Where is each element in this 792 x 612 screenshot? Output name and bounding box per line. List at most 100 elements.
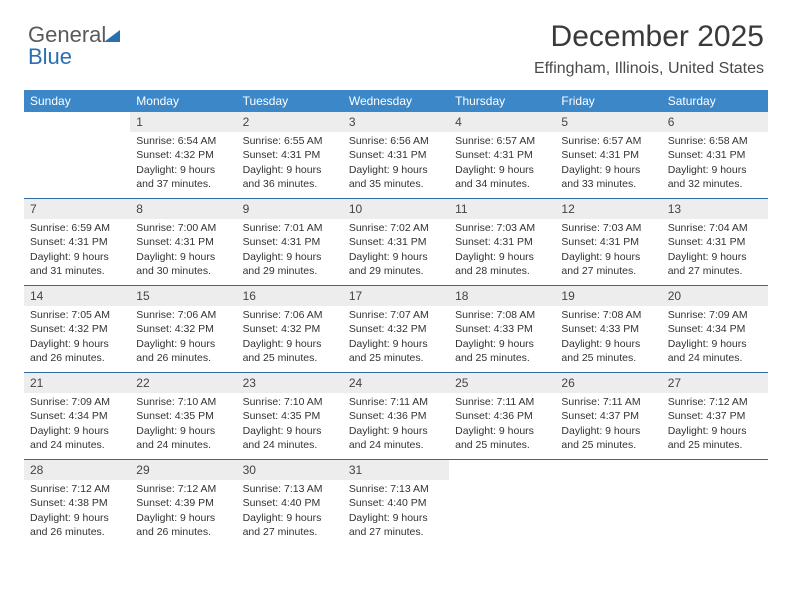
daylight-text: Daylight: 9 hours [136, 424, 230, 438]
daylight-text: Daylight: 9 hours [136, 337, 230, 351]
sunrise-text: Sunrise: 7:09 AM [668, 308, 762, 322]
daylight-text: and 35 minutes. [349, 177, 443, 191]
day-details: Sunrise: 7:12 AMSunset: 4:37 PMDaylight:… [662, 393, 768, 452]
daylight-text: and 26 minutes. [30, 351, 124, 365]
week-row: 28Sunrise: 7:12 AMSunset: 4:38 PMDayligh… [24, 460, 768, 546]
day-number: 8 [130, 199, 236, 219]
day-header: Sunday [24, 90, 130, 112]
sunset-text: Sunset: 4:31 PM [136, 235, 230, 249]
daylight-text: Daylight: 9 hours [349, 424, 443, 438]
day-details: Sunrise: 7:10 AMSunset: 4:35 PMDaylight:… [130, 393, 236, 452]
sunset-text: Sunset: 4:34 PM [668, 322, 762, 336]
day-cell: 27Sunrise: 7:12 AMSunset: 4:37 PMDayligh… [662, 373, 768, 459]
day-number: 29 [130, 460, 236, 480]
sunset-text: Sunset: 4:33 PM [455, 322, 549, 336]
day-number: 12 [555, 199, 661, 219]
daylight-text: Daylight: 9 hours [30, 424, 124, 438]
day-header: Thursday [449, 90, 555, 112]
daylight-text: Daylight: 9 hours [668, 337, 762, 351]
day-details: Sunrise: 6:55 AMSunset: 4:31 PMDaylight:… [237, 132, 343, 191]
weeks-container: 1Sunrise: 6:54 AMSunset: 4:32 PMDaylight… [24, 112, 768, 546]
day-header-row: SundayMondayTuesdayWednesdayThursdayFrid… [24, 90, 768, 112]
day-number: 22 [130, 373, 236, 393]
sunset-text: Sunset: 4:31 PM [668, 235, 762, 249]
day-number: 18 [449, 286, 555, 306]
sunset-text: Sunset: 4:31 PM [243, 235, 337, 249]
sunset-text: Sunset: 4:37 PM [561, 409, 655, 423]
daylight-text: and 27 minutes. [668, 264, 762, 278]
daylight-text: and 32 minutes. [668, 177, 762, 191]
daylight-text: Daylight: 9 hours [243, 511, 337, 525]
day-cell: 2Sunrise: 6:55 AMSunset: 4:31 PMDaylight… [237, 112, 343, 198]
daylight-text: Daylight: 9 hours [30, 511, 124, 525]
daylight-text: Daylight: 9 hours [349, 250, 443, 264]
sunset-text: Sunset: 4:39 PM [136, 496, 230, 510]
sunset-text: Sunset: 4:40 PM [243, 496, 337, 510]
sunrise-text: Sunrise: 7:12 AM [668, 395, 762, 409]
day-number: 25 [449, 373, 555, 393]
daylight-text: Daylight: 9 hours [243, 424, 337, 438]
sunrise-text: Sunrise: 7:08 AM [455, 308, 549, 322]
daylight-text: Daylight: 9 hours [561, 250, 655, 264]
daylight-text: and 29 minutes. [243, 264, 337, 278]
daylight-text: Daylight: 9 hours [30, 250, 124, 264]
sunset-text: Sunset: 4:32 PM [243, 322, 337, 336]
daylight-text: Daylight: 9 hours [455, 337, 549, 351]
sunset-text: Sunset: 4:33 PM [561, 322, 655, 336]
day-number: 20 [662, 286, 768, 306]
day-details: Sunrise: 7:06 AMSunset: 4:32 PMDaylight:… [130, 306, 236, 365]
day-cell: 23Sunrise: 7:10 AMSunset: 4:35 PMDayligh… [237, 373, 343, 459]
sunrise-text: Sunrise: 6:56 AM [349, 134, 443, 148]
logo: General Blue [28, 24, 120, 68]
day-details: Sunrise: 7:13 AMSunset: 4:40 PMDaylight:… [237, 480, 343, 539]
day-details: Sunrise: 7:09 AMSunset: 4:34 PMDaylight:… [24, 393, 130, 452]
day-number: 24 [343, 373, 449, 393]
sunset-text: Sunset: 4:31 PM [561, 235, 655, 249]
day-header: Friday [555, 90, 661, 112]
sunrise-text: Sunrise: 7:11 AM [349, 395, 443, 409]
day-details: Sunrise: 7:03 AMSunset: 4:31 PMDaylight:… [449, 219, 555, 278]
daylight-text: and 27 minutes. [561, 264, 655, 278]
day-header: Tuesday [237, 90, 343, 112]
daylight-text: and 33 minutes. [561, 177, 655, 191]
day-details: Sunrise: 7:12 AMSunset: 4:39 PMDaylight:… [130, 480, 236, 539]
sunset-text: Sunset: 4:31 PM [455, 148, 549, 162]
logo-word2: Blue [28, 44, 72, 69]
day-cell: 18 Sunrise: 7:08 AMSunset: 4:33 PMDayligh… [449, 286, 555, 372]
sunset-text: Sunset: 4:35 PM [243, 409, 337, 423]
daylight-text: and 29 minutes. [349, 264, 443, 278]
sunrise-text: Sunrise: 7:06 AM [243, 308, 337, 322]
day-number: 14 [24, 286, 130, 306]
daylight-text: Daylight: 9 hours [561, 163, 655, 177]
day-number: 28 [24, 460, 130, 480]
daylight-text: and 25 minutes. [455, 438, 549, 452]
day-details: Sunrise: 6:57 AMSunset: 4:31 PMDaylight:… [555, 132, 661, 191]
sunset-text: Sunset: 4:40 PM [349, 496, 443, 510]
daylight-text: Daylight: 9 hours [243, 250, 337, 264]
daylight-text: Daylight: 9 hours [136, 163, 230, 177]
day-cell: 15Sunrise: 7:06 AMSunset: 4:32 PMDayligh… [130, 286, 236, 372]
day-number: 19 [555, 286, 661, 306]
daylight-text: and 24 minutes. [243, 438, 337, 452]
day-details: Sunrise: 6:58 AMSunset: 4:31 PMDaylight:… [662, 132, 768, 191]
daylight-text: and 25 minutes. [243, 351, 337, 365]
day-details: Sunrise: 7:04 AMSunset: 4:31 PMDaylight:… [662, 219, 768, 278]
daylight-text: Daylight: 9 hours [561, 337, 655, 351]
day-cell: 1Sunrise: 6:54 AMSunset: 4:32 PMDaylight… [130, 112, 236, 198]
sunrise-text: Sunrise: 6:59 AM [30, 221, 124, 235]
sunset-text: Sunset: 4:34 PM [30, 409, 124, 423]
sunrise-text: Sunrise: 7:13 AM [243, 482, 337, 496]
day-details: Sunrise: 7:12 AMSunset: 4:38 PMDaylight:… [24, 480, 130, 539]
day-number: 10 [343, 199, 449, 219]
day-header: Wednesday [343, 90, 449, 112]
day-number: 4 [449, 112, 555, 132]
day-number: 9 [237, 199, 343, 219]
day-number: 5 [555, 112, 661, 132]
daylight-text: Daylight: 9 hours [668, 424, 762, 438]
week-row: 7Sunrise: 6:59 AMSunset: 4:31 PMDaylight… [24, 199, 768, 286]
daylight-text: and 34 minutes. [455, 177, 549, 191]
day-details: Sunrise: 7:05 AMSunset: 4:32 PMDaylight:… [24, 306, 130, 365]
sunrise-text: Sunrise: 7:12 AM [136, 482, 230, 496]
sunrise-text: Sunrise: 6:54 AM [136, 134, 230, 148]
daylight-text: Daylight: 9 hours [30, 337, 124, 351]
